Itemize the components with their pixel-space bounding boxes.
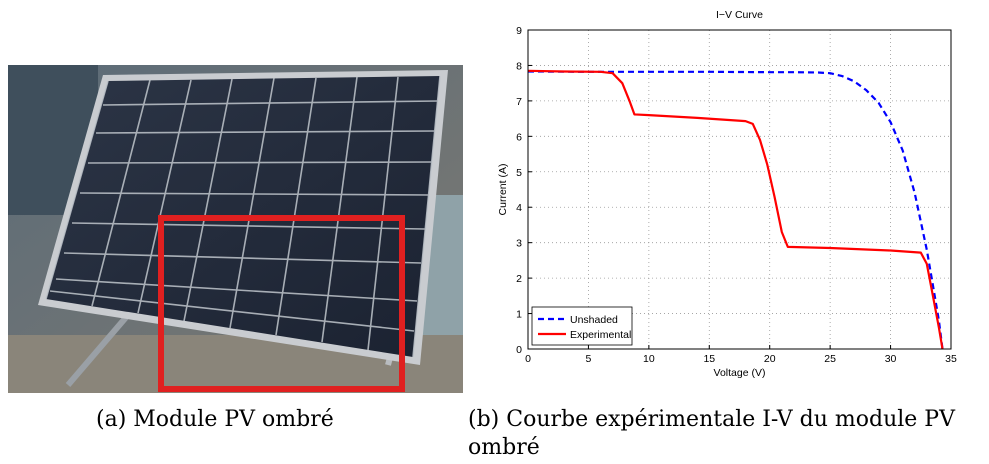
x-tick-label: 5 xyxy=(586,353,592,365)
chart-title: I−V Curve xyxy=(716,9,763,21)
y-tick-label: 7 xyxy=(516,96,522,108)
y-tick-label: 4 xyxy=(516,202,522,214)
y-axis-label: Current (A) xyxy=(497,164,509,216)
series-line-experimental xyxy=(527,69,944,350)
iv-curve-chart: I−V Curve 0 5 10 15 20 25 30 35 0 1 2 3 4 5 6 7 8 9 Volt… xyxy=(497,9,957,379)
y-axis-ticks: 0 1 2 3 4 5 6 7 8 9 xyxy=(516,25,532,356)
caption-a: (a) Module PV ombré xyxy=(96,407,334,432)
y-tick-label: 0 xyxy=(516,344,522,356)
chart-legend: Unshaded Experimental xyxy=(531,306,633,346)
series-line-unshaded xyxy=(527,70,944,350)
chart-grid xyxy=(528,30,951,349)
x-tick-label: 30 xyxy=(885,353,897,365)
x-tick-label: 35 xyxy=(945,353,957,365)
solar-panel-photo xyxy=(8,65,463,393)
y-tick-label: 5 xyxy=(516,167,522,179)
x-tick-label: 10 xyxy=(643,353,655,365)
caption-b-line1: (b) Courbe expérimentale I-V du module P… xyxy=(468,407,955,432)
y-tick-label: 6 xyxy=(516,131,522,143)
y-tick-label: 2 xyxy=(516,273,522,285)
y-tick-label: 9 xyxy=(516,25,522,37)
x-tick-label: 15 xyxy=(703,353,715,365)
legend-label-experimental: Experimental xyxy=(570,329,631,341)
x-tick-label: 0 xyxy=(525,353,531,365)
y-tick-label: 3 xyxy=(516,238,522,250)
caption-b-line2: ombré xyxy=(468,435,540,460)
x-axis-label: Voltage (V) xyxy=(714,367,766,379)
x-tick-label: 25 xyxy=(824,353,836,365)
x-tick-label: 20 xyxy=(764,353,776,365)
legend-box xyxy=(531,306,633,346)
plot-area-frame xyxy=(527,29,952,350)
x-axis-ticks: 0 5 10 15 20 25 30 35 xyxy=(525,345,957,365)
y-tick-label: 1 xyxy=(516,309,522,321)
y-tick-label: 8 xyxy=(516,60,522,72)
chart-series xyxy=(527,69,944,350)
legend-label-unshaded: Unshaded xyxy=(570,314,618,326)
